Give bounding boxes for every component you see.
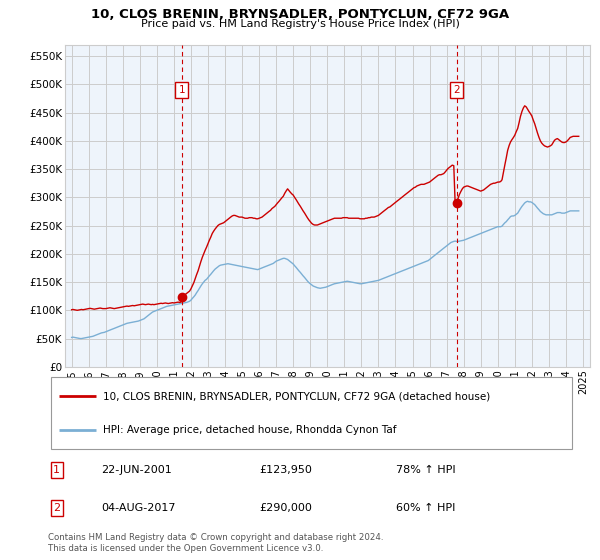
Text: 60% ↑ HPI: 60% ↑ HPI [397,503,456,513]
Text: Contains HM Land Registry data © Crown copyright and database right 2024.
This d: Contains HM Land Registry data © Crown c… [48,533,383,553]
Text: 10, CLOS BRENIN, BRYNSADLER, PONTYCLUN, CF72 9GA (detached house): 10, CLOS BRENIN, BRYNSADLER, PONTYCLUN, … [103,391,491,402]
FancyBboxPatch shape [50,377,572,449]
Text: 2: 2 [454,85,460,95]
Text: 10, CLOS BRENIN, BRYNSADLER, PONTYCLUN, CF72 9GA: 10, CLOS BRENIN, BRYNSADLER, PONTYCLUN, … [91,8,509,21]
Text: 2: 2 [53,503,61,513]
Text: 1: 1 [179,85,185,95]
Text: £290,000: £290,000 [259,503,312,513]
Text: HPI: Average price, detached house, Rhondda Cynon Taf: HPI: Average price, detached house, Rhon… [103,424,397,435]
Text: £123,950: £123,950 [259,465,312,475]
Text: 22-JUN-2001: 22-JUN-2001 [101,465,172,475]
Text: 04-AUG-2017: 04-AUG-2017 [101,503,175,513]
Text: 1: 1 [53,465,60,475]
Text: 78% ↑ HPI: 78% ↑ HPI [397,465,456,475]
Text: Price paid vs. HM Land Registry's House Price Index (HPI): Price paid vs. HM Land Registry's House … [140,19,460,29]
